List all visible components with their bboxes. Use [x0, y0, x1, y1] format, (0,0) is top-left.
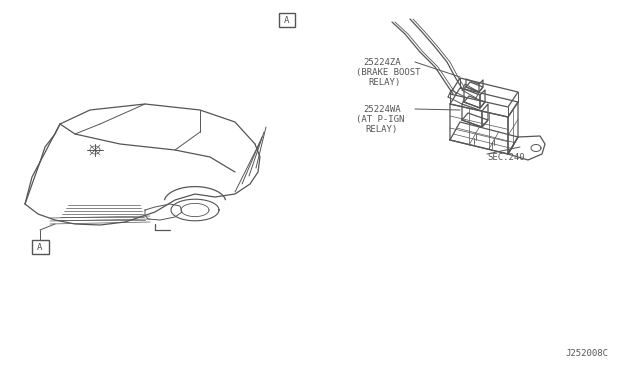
- Text: RELAY): RELAY): [365, 125, 397, 134]
- Text: RELAY): RELAY): [368, 77, 400, 87]
- Text: A: A: [284, 16, 290, 25]
- Text: J252008C: J252008C: [565, 350, 608, 359]
- Text: (BRAKE BOOST: (BRAKE BOOST: [356, 67, 420, 77]
- Text: A: A: [37, 243, 43, 251]
- Text: SEC.240: SEC.240: [487, 153, 525, 161]
- Text: 25224WA: 25224WA: [363, 105, 401, 113]
- Bar: [279, 13, 295, 27]
- Bar: [32, 240, 49, 254]
- Text: (AT P-IGN: (AT P-IGN: [356, 115, 404, 124]
- Text: 25224ZA: 25224ZA: [363, 58, 401, 67]
